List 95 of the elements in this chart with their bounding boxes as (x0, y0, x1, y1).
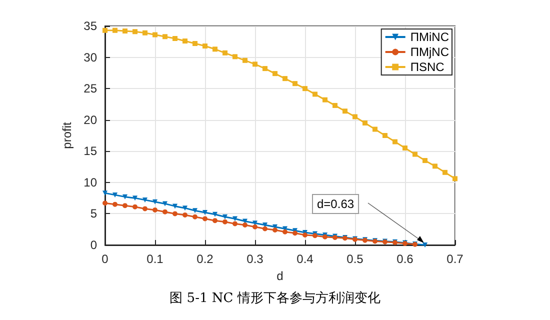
text: 图 5-1 NC 情形下各参与方利润变化 (170, 290, 380, 306)
point (142, 206, 148, 212)
point (272, 227, 278, 232)
point (322, 97, 328, 102)
point (242, 58, 248, 63)
y-tick-label: 0 (90, 238, 98, 252)
point (162, 34, 168, 40)
point (132, 29, 138, 34)
point (112, 28, 118, 33)
point (102, 190, 108, 196)
point (132, 196, 138, 201)
y-tick-label: 5 (90, 206, 98, 221)
point (142, 30, 148, 36)
y-tick-label: 30 (84, 50, 98, 64)
point (172, 211, 178, 216)
point (262, 66, 268, 72)
y-tick-label: 15 (84, 144, 98, 158)
point (452, 176, 458, 182)
point (192, 208, 198, 214)
legend-label: ΠSNC (410, 60, 445, 74)
point (352, 114, 358, 120)
point (242, 222, 248, 228)
point (232, 221, 238, 226)
point (282, 76, 288, 82)
point (382, 133, 388, 138)
point (282, 229, 288, 234)
point (222, 50, 228, 56)
y-tick-label: 20 (84, 112, 98, 127)
x-tick-label: 0.4 (296, 252, 314, 266)
x-tick-label: 0.2 (196, 252, 214, 266)
point (212, 46, 218, 52)
point (212, 212, 218, 217)
x-tick-label: 0.7 (446, 252, 464, 266)
x-tick-label: 0 (102, 252, 109, 266)
point (182, 206, 188, 211)
point (102, 200, 108, 206)
point (122, 28, 128, 34)
point (122, 203, 128, 208)
annotation: d=0.63 (317, 197, 354, 211)
point (152, 207, 158, 212)
x-tick-label: 0.1 (146, 252, 164, 266)
point (122, 194, 128, 200)
point (422, 158, 428, 164)
point (202, 44, 208, 49)
point (132, 204, 138, 210)
point (272, 71, 278, 76)
point (252, 62, 258, 67)
point (172, 204, 178, 209)
point (392, 139, 398, 144)
point (292, 81, 298, 86)
point (342, 108, 348, 114)
point (172, 36, 178, 42)
point (102, 28, 108, 33)
point (142, 197, 148, 202)
point (372, 126, 378, 132)
point (262, 226, 268, 232)
point (202, 210, 208, 215)
point (312, 92, 318, 97)
legend-label: ΠMjNC (410, 45, 450, 59)
x-axis-title: d (276, 269, 284, 283)
point (182, 212, 188, 218)
point (402, 146, 408, 151)
y-axis-title: profit (60, 122, 74, 149)
legend-label: ΠMiNC (410, 30, 450, 44)
point (412, 152, 418, 157)
point (112, 202, 118, 207)
point (152, 199, 158, 204)
point (222, 219, 228, 224)
y-tick-label: 10 (84, 175, 98, 190)
point (332, 102, 338, 108)
point (192, 214, 198, 220)
x-tick-label: 0.3 (246, 252, 264, 266)
point (112, 192, 118, 198)
point (292, 230, 298, 236)
point (362, 120, 368, 126)
point (232, 54, 238, 60)
x-tick-label: 0.5 (346, 252, 364, 266)
point (432, 164, 438, 169)
y-tick-label: 25 (84, 82, 98, 96)
point (202, 216, 208, 222)
point (232, 216, 238, 222)
point (222, 214, 228, 220)
point (192, 41, 198, 46)
x-tick-label: 0.6 (396, 252, 414, 266)
point (152, 32, 158, 38)
point (162, 209, 168, 214)
point (442, 170, 448, 175)
point (302, 86, 308, 92)
point (182, 38, 188, 44)
point (422, 242, 428, 248)
point (162, 201, 168, 206)
point (212, 218, 218, 224)
point (252, 224, 258, 230)
y-tick-label: 35 (84, 19, 98, 33)
point (302, 232, 308, 238)
